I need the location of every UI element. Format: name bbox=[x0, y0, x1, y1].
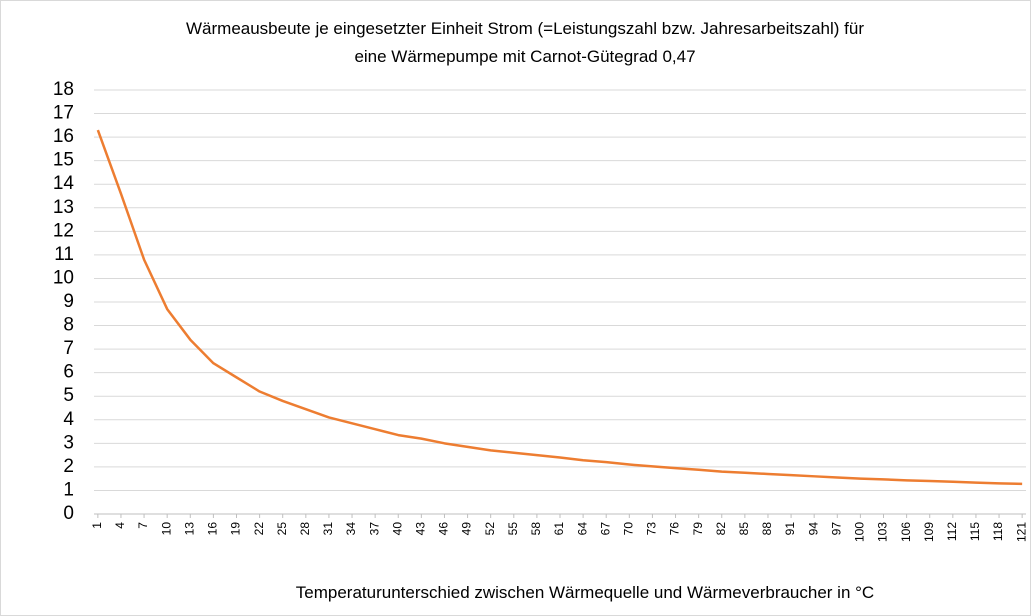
y-tick-label: 18 bbox=[53, 79, 74, 100]
y-tick-label: 0 bbox=[63, 503, 74, 524]
y-tick-label: 8 bbox=[63, 315, 74, 336]
y-tick-label: 10 bbox=[53, 267, 74, 288]
x-tick-label: 82 bbox=[714, 522, 728, 536]
x-tick-label: 70 bbox=[621, 522, 635, 536]
x-tick-label: 19 bbox=[229, 522, 243, 536]
x-tick-label: 55 bbox=[506, 522, 520, 536]
y-tick-label: 2 bbox=[63, 456, 74, 477]
x-tick-label: 115 bbox=[968, 522, 982, 541]
y-tick-label: 4 bbox=[63, 409, 74, 430]
x-tick-label: 97 bbox=[829, 522, 843, 536]
y-tick-label: 7 bbox=[63, 338, 74, 359]
x-tick-label: 34 bbox=[344, 522, 358, 536]
chart-title: Wärmeausbeute je eingesetzter Einheit St… bbox=[186, 19, 864, 38]
x-tick-label: 1 bbox=[90, 522, 104, 529]
x-tick-label: 118 bbox=[991, 522, 1005, 541]
x-tick-label: 52 bbox=[483, 522, 497, 536]
y-tick-label: 15 bbox=[53, 150, 74, 171]
x-tick-label: 4 bbox=[113, 522, 127, 529]
x-tick-label: 73 bbox=[645, 522, 659, 536]
x-tick-label: 7 bbox=[136, 522, 150, 529]
x-tick-label: 43 bbox=[414, 522, 428, 536]
y-tick-label: 16 bbox=[53, 126, 74, 147]
x-tick-label: 88 bbox=[760, 522, 774, 536]
x-tick-label: 67 bbox=[598, 522, 612, 536]
x-tick-label: 25 bbox=[275, 522, 289, 536]
x-tick-label: 79 bbox=[691, 522, 705, 536]
y-tick-label: 1 bbox=[63, 479, 74, 500]
x-tick-label: 16 bbox=[206, 522, 220, 536]
y-tick-label: 3 bbox=[63, 432, 74, 453]
x-tick-label: 49 bbox=[460, 522, 474, 536]
x-tick-label: 94 bbox=[806, 522, 820, 536]
x-tick-label: 46 bbox=[437, 522, 451, 536]
x-tick-label: 64 bbox=[575, 522, 589, 536]
x-tick-label: 28 bbox=[298, 522, 312, 536]
x-tick-label: 40 bbox=[390, 522, 404, 536]
x-tick-label: 109 bbox=[922, 522, 936, 542]
x-tick-label: 112 bbox=[945, 522, 959, 541]
y-tick-label: 11 bbox=[54, 244, 74, 265]
x-tick-label: 37 bbox=[367, 522, 381, 536]
x-tick-label: 91 bbox=[783, 522, 797, 536]
x-tick-label: 85 bbox=[737, 522, 751, 536]
x-tick-label: 76 bbox=[668, 522, 682, 536]
x-tick-label: 13 bbox=[182, 522, 196, 536]
x-tick-label: 100 bbox=[853, 522, 867, 542]
x-tick-label: 106 bbox=[899, 522, 913, 542]
x-tick-label: 61 bbox=[552, 522, 566, 536]
x-tick-label: 121 bbox=[1014, 522, 1028, 542]
x-tick-label: 10 bbox=[159, 522, 173, 536]
x-tick-label: 31 bbox=[321, 522, 335, 536]
y-tick-label: 5 bbox=[63, 385, 74, 406]
x-tick-label: 58 bbox=[529, 522, 543, 536]
y-tick-label: 6 bbox=[63, 362, 74, 383]
x-tick-label: 22 bbox=[252, 522, 266, 536]
y-tick-label: 13 bbox=[53, 197, 74, 218]
chart-title: eine Wärmepumpe mit Carnot-Gütegrad 0,47 bbox=[354, 47, 695, 66]
y-tick-label: 9 bbox=[63, 291, 74, 312]
x-tick-label: 103 bbox=[876, 522, 890, 542]
y-tick-label: 12 bbox=[53, 220, 74, 241]
data-line bbox=[96, 129, 1023, 486]
y-tick-label: 17 bbox=[53, 103, 74, 124]
x-axis-label: Temperaturunterschied zwischen Wärmequel… bbox=[296, 583, 874, 602]
y-tick-label: 14 bbox=[53, 173, 75, 194]
